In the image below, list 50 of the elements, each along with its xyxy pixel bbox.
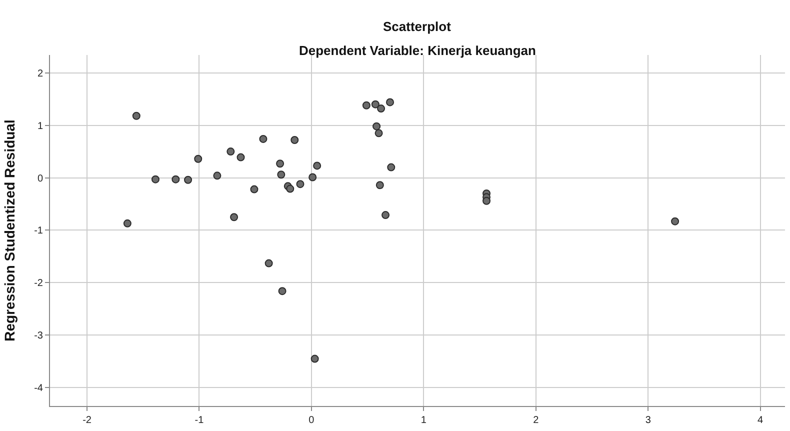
point — [250, 185, 258, 194]
point — [377, 104, 386, 113]
y-tick-label: -4 — [34, 383, 44, 394]
x-tick-label: 2 — [533, 415, 540, 426]
point — [290, 136, 299, 144]
x-tick-label: 0 — [308, 415, 315, 426]
point — [296, 180, 304, 188]
point — [278, 287, 286, 296]
y-tick-label: 2 — [37, 68, 44, 80]
point — [386, 98, 394, 106]
point — [362, 101, 370, 110]
point — [286, 184, 294, 193]
point — [236, 153, 245, 162]
chart-subtitle: Dependent Variable: Kinerja keuangan — [299, 43, 536, 58]
point — [132, 112, 140, 120]
point — [213, 172, 222, 180]
y-axis-title: Regression Studentized Residual — [2, 120, 18, 342]
y-tick-label: -2 — [34, 278, 44, 290]
y-tick-label: -1 — [34, 226, 44, 237]
point — [382, 211, 390, 220]
point — [371, 100, 380, 108]
point — [230, 213, 238, 222]
point — [264, 259, 273, 268]
point — [277, 170, 286, 179]
point — [671, 217, 680, 226]
y-tick-label: -3 — [34, 330, 44, 342]
point — [123, 219, 132, 228]
x-tick-label: 4 — [758, 415, 764, 426]
point — [172, 175, 180, 184]
point — [387, 163, 396, 172]
y-tick-label: 1 — [37, 120, 44, 132]
point — [259, 134, 268, 143]
y-tick-label: 0 — [37, 173, 44, 184]
point — [374, 129, 383, 138]
point — [482, 196, 491, 205]
point — [308, 173, 317, 182]
x-tick-label: 1 — [420, 415, 427, 426]
chart-title: Scatterplot — [383, 19, 452, 34]
point — [184, 176, 192, 184]
x-tick-label: -1 — [194, 415, 204, 426]
point — [372, 122, 381, 130]
point — [376, 181, 384, 190]
point — [313, 162, 322, 170]
point — [276, 160, 284, 168]
point — [194, 154, 202, 163]
x-tick-label: -2 — [82, 415, 92, 426]
point — [151, 175, 160, 184]
x-tick-label: 3 — [645, 415, 652, 426]
point — [310, 354, 319, 363]
point — [226, 148, 235, 156]
